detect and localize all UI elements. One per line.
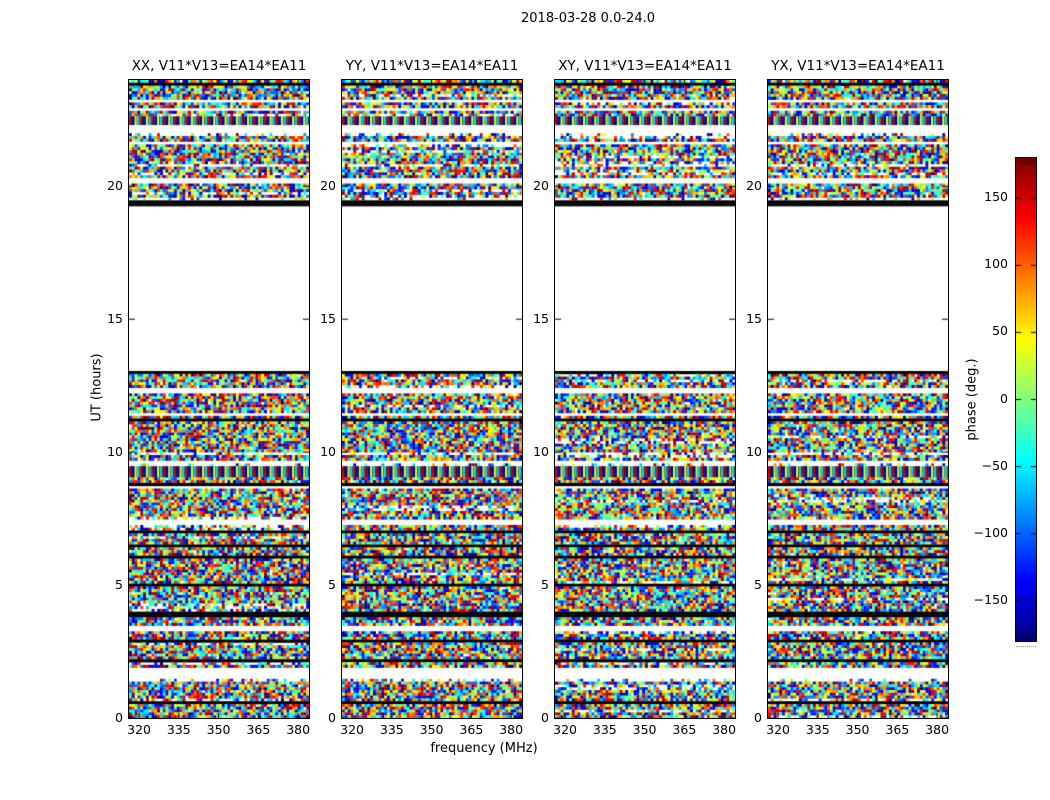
y-tick-label: 0	[754, 710, 762, 725]
colorbar-tick-label: −150	[973, 591, 1008, 607]
y-tick-label: 0	[541, 710, 549, 725]
heatmap-panel-yy	[341, 79, 523, 719]
x-tick-label: 365	[885, 722, 910, 737]
panel-title-xx: XX, V11*V13=EA14*EA11	[131, 58, 307, 74]
heatmap-canvas-xy	[555, 80, 735, 718]
heatmap-panel-xx	[128, 79, 310, 719]
x-tick-label: 350	[632, 722, 657, 737]
x-tick-label: 380	[712, 722, 737, 737]
x-tick-label: 320	[766, 722, 790, 737]
heatmap-canvas-yy	[342, 80, 522, 718]
panel-title-yy: YY, V11*V13=EA14*EA11	[345, 58, 519, 74]
y-tick-label: 5	[541, 577, 549, 593]
colorbar-tick-label: 100	[984, 256, 1008, 272]
y-tick-label: 5	[115, 577, 123, 593]
colorbar	[1015, 157, 1037, 642]
y-tick-label: 10	[107, 444, 123, 460]
x-tick-label: 365	[246, 722, 271, 737]
x-tick-label: 365	[672, 722, 697, 737]
y-tick-label: 20	[746, 178, 762, 194]
y-tick-label: 20	[320, 178, 336, 194]
y-tick-label: 15	[320, 311, 336, 327]
y-tick-label: 0	[115, 710, 123, 725]
x-tick-label: 320	[340, 722, 364, 737]
y-tick-label: 10	[533, 444, 549, 460]
y-tick-label: 15	[533, 311, 549, 327]
panel-title-yx: YX, V11*V13=EA14*EA11	[771, 58, 945, 74]
heatmap-panel-yx	[767, 79, 949, 719]
x-tick-label: 350	[419, 722, 444, 737]
x-tick-label: 380	[925, 722, 950, 737]
x-tick-label: 380	[286, 722, 311, 737]
y-tick-label: 15	[746, 311, 762, 327]
y-tick-label: 5	[754, 577, 762, 593]
x-tick-label: 335	[379, 722, 404, 737]
heatmap-canvas-xx	[129, 80, 309, 718]
heatmap-panel-xy	[554, 79, 736, 719]
y-tick-label: 0	[328, 710, 336, 725]
x-tick-label: 320	[553, 722, 577, 737]
x-tick-label: 335	[592, 722, 617, 737]
figure-title: 2018-03-28 0.0-24.0	[521, 11, 655, 26]
heatmap-canvas-yx	[768, 80, 948, 718]
y-axis-label: UT (hours)	[89, 353, 105, 422]
colorbar-tick-label: 150	[984, 189, 1008, 205]
x-tick-label: 320	[127, 722, 151, 737]
colorbar-bottom-dotted-line	[1016, 646, 1036, 647]
x-tick-label: 350	[206, 722, 231, 737]
x-tick-label: 380	[499, 722, 524, 737]
y-tick-label: 10	[320, 444, 336, 460]
x-tick-label: 350	[845, 722, 870, 737]
y-tick-label: 20	[107, 178, 123, 194]
y-tick-label: 10	[746, 444, 762, 460]
colorbar-tick-label: −100	[973, 524, 1008, 540]
panel-title-xy: XY, V11*V13=EA14*EA11	[558, 58, 732, 74]
y-tick-label: 20	[533, 178, 549, 194]
y-tick-label: 5	[328, 577, 336, 593]
colorbar-tick-label: 50	[992, 323, 1008, 339]
colorbar-tick-label: −50	[981, 457, 1008, 473]
x-tick-label: 335	[805, 722, 830, 737]
x-axis-label: frequency (MHz)	[430, 741, 538, 756]
colorbar-tick-label: 0	[1000, 390, 1008, 406]
x-tick-label: 365	[459, 722, 484, 737]
y-tick-label: 15	[107, 311, 123, 327]
x-tick-label: 335	[166, 722, 191, 737]
colorbar-canvas	[1016, 158, 1036, 641]
